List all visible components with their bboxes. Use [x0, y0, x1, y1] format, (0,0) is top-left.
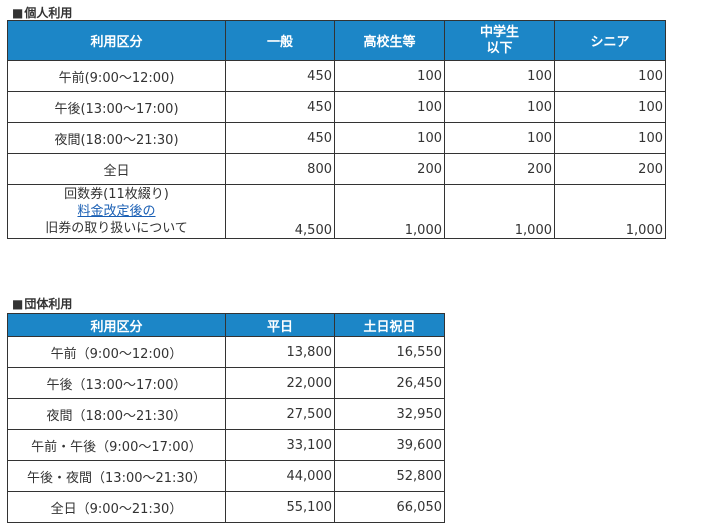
row-label: 夜間（18:00～21:30） [7, 398, 226, 430]
fee-cell: 200 [554, 153, 666, 185]
row-label: 夜間(18:00～21:30) [7, 122, 226, 154]
square-bullet-icon: ■ [12, 297, 24, 311]
fee-cell: 55,100 [225, 491, 335, 523]
fee-cell: 100 [444, 91, 555, 123]
group-title-text: 団体利用 [24, 297, 73, 311]
table-row: 全日 800 200 200 200 [7, 153, 666, 185]
column-header: 土日祝日 [334, 313, 445, 337]
individual-fee-table: 利用区分 一般 高校生等 中学生 以下 シニア 午前(9:00～12:00) 4… [7, 20, 666, 239]
fee-cell: 13,800 [225, 336, 335, 368]
individual-title-text: 個人利用 [24, 6, 73, 20]
row-label: 全日 [7, 153, 226, 185]
fee-cell: 1,000 [444, 184, 555, 239]
fee-cell: 4,500 [225, 184, 335, 239]
column-header: 平日 [225, 313, 335, 337]
coupon-label: 回数券(11枚綴り) [64, 187, 169, 202]
row-label: 午後（13:00～17:00） [7, 367, 226, 399]
fee-cell: 100 [554, 60, 666, 92]
column-header: 一般 [225, 20, 335, 61]
row-label: 全日（9:00～21:30） [7, 491, 226, 523]
fee-cell: 100 [334, 60, 445, 92]
fee-cell: 44,000 [225, 460, 335, 492]
row-label: 午前・午後（9:00～17:00） [7, 429, 226, 461]
column-header: 高校生等 [334, 20, 445, 61]
fee-cell: 800 [225, 153, 335, 185]
fee-cell: 66,050 [334, 491, 445, 523]
row-label: 午前(9:00～12:00) [7, 60, 226, 92]
fee-cell: 1,000 [334, 184, 445, 239]
row-label: 午後(13:00～17:00) [7, 91, 226, 123]
fee-cell: 100 [444, 122, 555, 154]
fee-cell: 1,000 [554, 184, 666, 239]
table-row: 夜間(18:00～21:30) 450 100 100 100 [7, 122, 666, 154]
row-label: 回数券(11枚綴り) 料金改定後の 旧券の取り扱いについて [7, 184, 226, 239]
square-bullet-icon: ■ [12, 6, 24, 20]
table-row: 午後(13:00～17:00) 450 100 100 100 [7, 91, 666, 123]
fee-revision-link[interactable]: 料金改定後の [77, 204, 156, 219]
row-label: 午後・夜間（13:00～21:30） [7, 460, 226, 492]
fee-cell: 200 [334, 153, 445, 185]
individual-section-title: ■個人利用 [12, 6, 72, 20]
fee-cell: 100 [554, 91, 666, 123]
fee-cell: 100 [334, 91, 445, 123]
column-header: 中学生 以下 [444, 20, 555, 61]
column-header-line: 以下 [486, 40, 513, 56]
fee-cell: 200 [444, 153, 555, 185]
column-header: 利用区分 [7, 313, 226, 337]
fee-cell: 100 [444, 60, 555, 92]
fee-cell: 450 [225, 122, 335, 154]
fee-cell: 32,950 [334, 398, 445, 430]
column-header: シニア [554, 20, 666, 61]
fee-cell: 39,600 [334, 429, 445, 461]
fee-cell: 52,800 [334, 460, 445, 492]
table-row: 午前(9:00～12:00) 450 100 100 100 [7, 60, 666, 92]
fee-cell: 100 [334, 122, 445, 154]
column-header: 利用区分 [7, 20, 226, 61]
fee-cell: 33,100 [225, 429, 335, 461]
group-fee-table: 利用区分 平日 土日祝日 午前（9:00～12:00） 13,800 16,55… [7, 313, 445, 523]
table-row: 全日（9:00～21:30） 55,100 66,050 [7, 491, 445, 523]
fee-cell: 16,550 [334, 336, 445, 368]
fee-cell: 22,000 [225, 367, 335, 399]
fee-cell: 450 [225, 60, 335, 92]
column-header-line: 中学生 [479, 24, 519, 40]
table-row: 午後・夜間（13:00～21:30） 44,000 52,800 [7, 460, 445, 492]
coupon-note: 旧券の取り扱いについて [45, 221, 188, 236]
fee-cell: 27,500 [225, 398, 335, 430]
table-header-row: 利用区分 一般 高校生等 中学生 以下 シニア [7, 20, 666, 61]
table-row: 午前・午後（9:00～17:00） 33,100 39,600 [7, 429, 445, 461]
fee-cell: 26,450 [334, 367, 445, 399]
fee-cell: 450 [225, 91, 335, 123]
table-header-row: 利用区分 平日 土日祝日 [7, 313, 445, 337]
group-section-title: ■団体利用 [12, 297, 72, 311]
fee-cell: 100 [554, 122, 666, 154]
table-row: 午前（9:00～12:00） 13,800 16,550 [7, 336, 445, 368]
table-row-coupon: 回数券(11枚綴り) 料金改定後の 旧券の取り扱いについて 4,500 1,00… [7, 184, 666, 239]
row-label: 午前（9:00～12:00） [7, 336, 226, 368]
table-row: 午後（13:00～17:00） 22,000 26,450 [7, 367, 445, 399]
table-row: 夜間（18:00～21:30） 27,500 32,950 [7, 398, 445, 430]
